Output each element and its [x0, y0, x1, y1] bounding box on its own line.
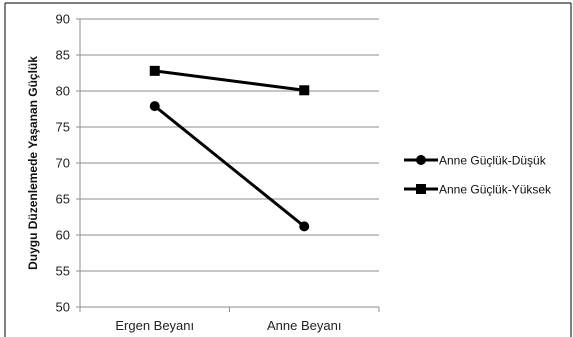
series-line [153, 104, 306, 228]
data-point-square [299, 85, 310, 96]
data-point-circle [299, 221, 310, 232]
legend-marker-circle [416, 155, 426, 165]
y-tick-label: 80 [56, 84, 70, 99]
legend-marker-square [416, 184, 426, 194]
y-tick-label: 85 [56, 48, 70, 63]
legend: Anne Güçlük-Düşük Anne Güçlük-Yüksek [404, 154, 552, 197]
y-tick-label: 75 [56, 120, 70, 135]
series-line [154, 69, 305, 92]
legend-label: Anne Güçlük-Yüksek [439, 183, 552, 197]
grid-lines [80, 18, 379, 308]
y-tick-label: 70 [56, 156, 70, 171]
y-tick-label: 50 [56, 300, 70, 315]
axes [4, 2, 572, 337]
y-axis-title: Duygu Düzenlemede Yaşanan Güçlük [26, 56, 40, 270]
series [149, 65, 310, 232]
y-tick-label: 55 [56, 264, 70, 279]
data-point-circle [149, 101, 160, 112]
data-point-square [149, 65, 160, 76]
x-tick-labels: Ergen Beyanı Anne Beyanı [115, 318, 341, 333]
legend-label: Anne Güçlük-Düşük [439, 154, 547, 168]
x-tick-label: Ergen Beyanı [115, 318, 194, 333]
y-tick-labels: 50 55 60 65 70 75 80 85 90 [56, 12, 70, 315]
y-tick-label: 90 [56, 12, 70, 27]
y-tick-label: 65 [56, 192, 70, 207]
y-tick-label: 60 [56, 228, 70, 243]
x-tick-label: Anne Beyanı [267, 318, 341, 333]
